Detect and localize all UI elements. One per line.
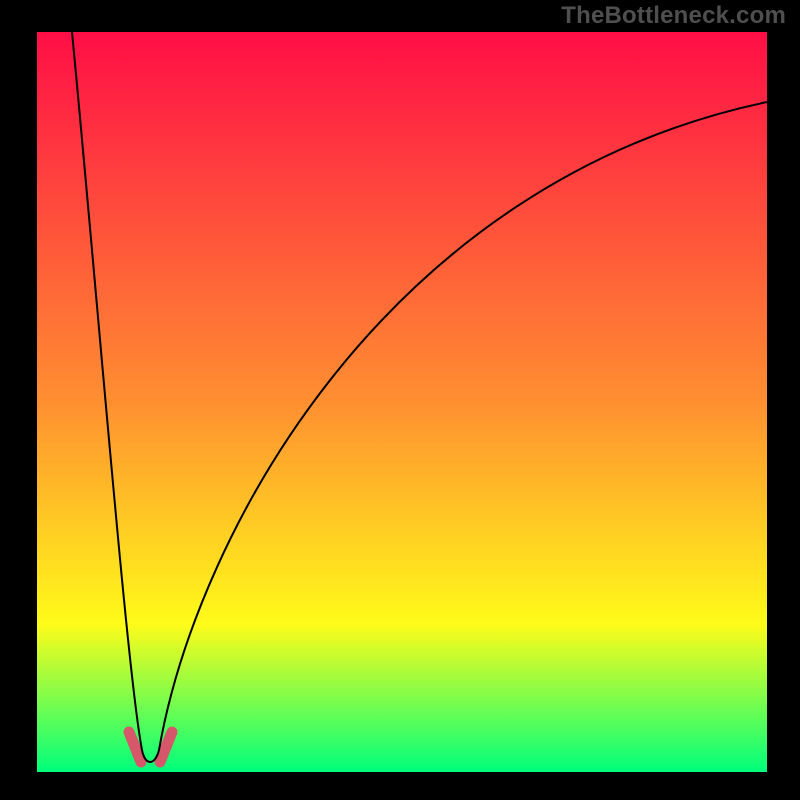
plot-background <box>37 32 767 772</box>
attribution-text: TheBottleneck.com <box>561 2 786 30</box>
chart-container: TheBottleneck.com <box>0 0 800 800</box>
